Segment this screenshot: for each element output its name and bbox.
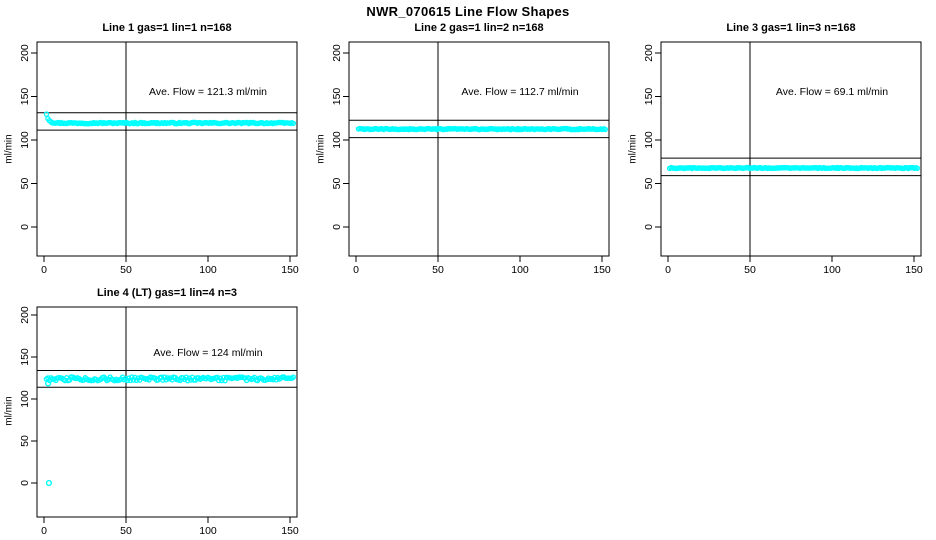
svg-text:150: 150 [281,264,299,276]
svg-text:0: 0 [665,264,671,276]
svg-text:100: 100 [643,131,655,149]
svg-text:0: 0 [643,224,655,230]
svg-text:0: 0 [19,224,31,230]
panel-title: Line 3 gas=1 lin=3 n=168 [726,22,856,34]
svg-text:50: 50 [120,264,132,276]
svg-text:150: 150 [331,88,343,106]
svg-text:150: 150 [281,525,299,537]
svg-text:100: 100 [331,131,343,149]
svg-text:150: 150 [643,88,655,106]
svg-text:200: 200 [19,44,31,62]
panel-title: Line 1 gas=1 lin=1 n=168 [102,22,232,34]
svg-text:0: 0 [331,224,343,230]
svg-text:100: 100 [19,390,31,408]
svg-text:100: 100 [823,264,841,276]
ave-flow-annotation: Ave. Flow = 121.3 ml/min [149,86,267,98]
panel-title: Line 2 gas=1 lin=2 n=168 [414,22,544,34]
svg-text:0: 0 [353,264,359,276]
svg-text:100: 100 [199,525,217,537]
svg-text:200: 200 [331,44,343,62]
svg-text:50: 50 [120,525,132,537]
plot-area-line-2: 0 50 100 150 0 50 100 150 200 [331,41,611,276]
plot-area-line-1: 0 50 100 150 0 50 100 150 200 [19,41,299,276]
svg-text:150: 150 [19,88,31,106]
svg-text:50: 50 [643,178,655,190]
ave-flow-annotation: Ave. Flow = 112.7 ml/min [461,86,579,98]
plot-area-line-4: 0 50 100 150 0 50 100 150 200 [19,306,299,537]
svg-text:50: 50 [19,435,31,447]
svg-text:100: 100 [19,131,31,149]
ave-flow-annotation: Ave. Flow = 69.1 ml/min [775,86,889,98]
svg-text:150: 150 [593,264,611,276]
svg-text:50: 50 [744,264,756,276]
figure-main-title: NWR_070615 Line Flow Shapes [366,4,570,19]
svg-text:50: 50 [19,178,31,190]
svg-text:0: 0 [19,480,31,486]
svg-text:50: 50 [432,264,444,276]
panel-line-2: Line 2 gas=1 lin=2 n=168 ml/min Ave. Flo… [312,14,624,286]
panel-line-1: Line 1 gas=1 lin=1 n=168 ml/min Ave. Flo… [0,14,312,286]
svg-text:100: 100 [199,264,217,276]
svg-text:100: 100 [511,264,529,276]
ave-flow-annotation: Ave. Flow = 124 ml/min [153,347,263,359]
svg-text:50: 50 [331,178,343,190]
svg-text:200: 200 [19,306,31,324]
panel-title: Line 4 (LT) gas=1 lin=4 n=3 [96,287,238,299]
svg-text:150: 150 [905,264,923,276]
panel-line-4: Line 4 (LT) gas=1 lin=4 n=3 ml/min Ave. … [0,279,312,540]
panel-line-3: Line 3 gas=1 lin=3 n=168 ml/min Ave. Flo… [624,14,936,286]
svg-text:0: 0 [41,264,47,276]
svg-text:0: 0 [41,525,47,537]
svg-text:150: 150 [19,348,31,366]
svg-text:200: 200 [643,44,655,62]
plot-area-line-3: 0 50 100 150 0 50 100 150 200 [643,41,923,276]
